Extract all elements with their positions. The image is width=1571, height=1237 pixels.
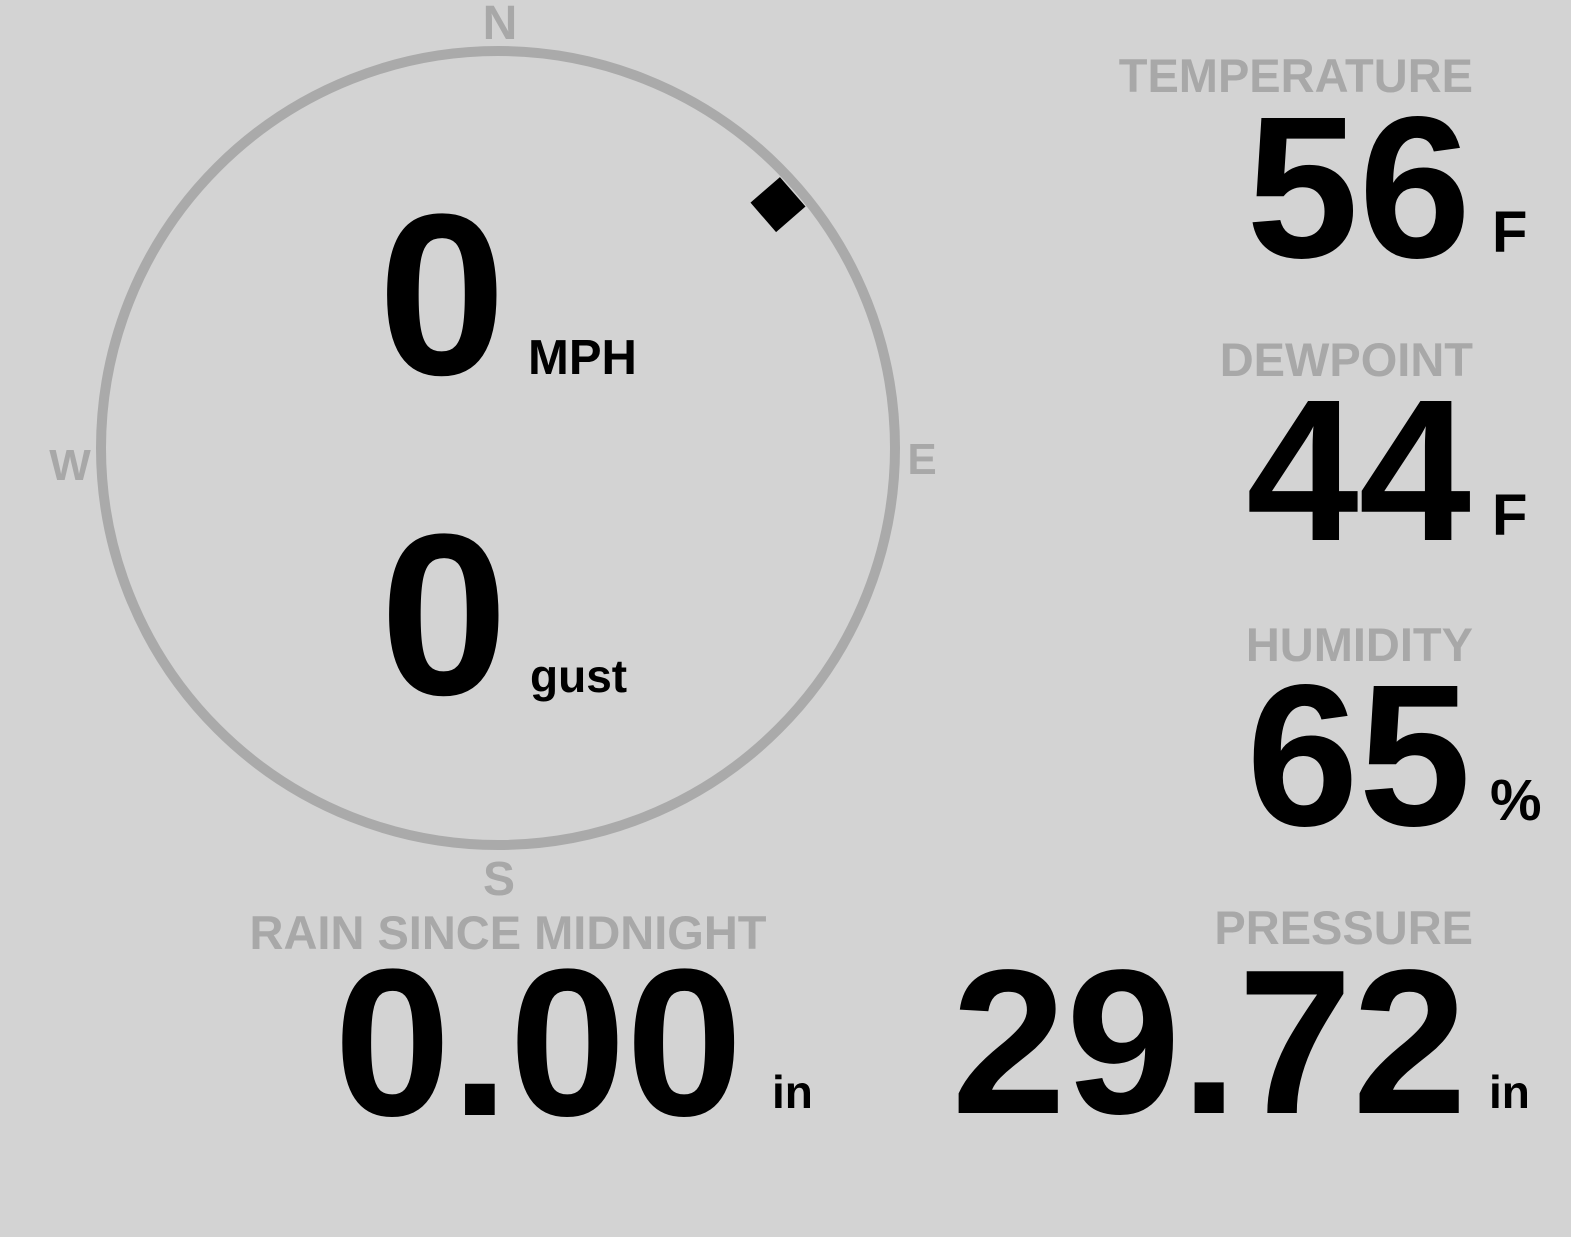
compass-ring [96,46,900,850]
humidity-label: HUMIDITY [1245,618,1473,671]
rain-label: RAIN SINCE MIDNIGHT [249,906,767,959]
rain-value: 0.00 [334,925,743,1160]
dewpoint-value: 44 [1246,357,1471,583]
wind-speed-value: 0 [378,166,506,423]
temperature-value: 56 [1246,74,1471,300]
pressure-label: PRESSURE [1214,901,1473,954]
compass-south: S [482,853,516,906]
compass-east: E [907,435,937,484]
humidity-unit: % [1490,768,1542,833]
compass-west: W [49,441,91,490]
wind-gust-value: 0 [380,486,508,743]
wind-direction-marker [750,177,806,233]
rain-unit: in [772,1066,813,1118]
wind-speed-unit: MPH [528,331,637,385]
wind-gust-unit: gust [530,650,628,702]
pressure-unit: in [1489,1066,1530,1118]
dewpoint-label: DEWPOINT [1219,333,1473,386]
pressure-value: 29.72 [951,927,1467,1157]
temperature-unit: F [1492,200,1528,265]
humidity-value: 65 [1246,642,1471,868]
temperature-label: TEMPERATURE [1118,49,1473,102]
dewpoint-unit: F [1492,483,1528,548]
compass-north: N [482,0,518,50]
